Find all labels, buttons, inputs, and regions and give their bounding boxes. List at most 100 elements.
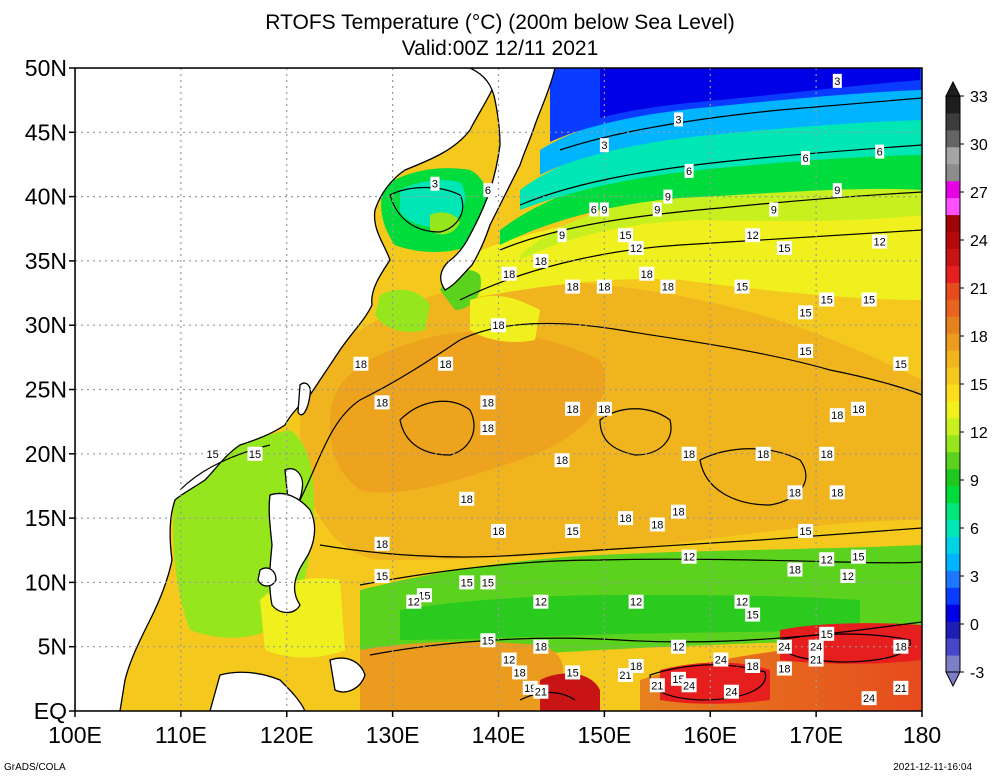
contour-label: 9	[601, 204, 607, 216]
contour-label-bg	[755, 446, 771, 461]
contour-label-bg	[491, 523, 506, 538]
contour-label: 12	[672, 642, 684, 654]
contour-label: 9	[771, 204, 777, 216]
x-tick-label: 150E	[578, 722, 632, 748]
contour-label: 15	[482, 635, 494, 647]
colorbar-label: 3	[970, 569, 979, 586]
colorbar-segment	[946, 468, 960, 487]
contour-label-bg	[808, 639, 824, 654]
footer-timestamp: 2021-12-11-16:04	[893, 762, 972, 773]
contour-label-bg	[554, 453, 570, 468]
colorbar: -3 0 3 6 9 12 15 18 21 24 27 30 33	[945, 80, 988, 688]
contour-label: 18	[598, 404, 610, 416]
contour-label: 3	[432, 179, 438, 191]
colorbar-segment	[946, 96, 960, 114]
y-tick-label: 45N	[25, 119, 67, 145]
contour-label-bg	[533, 684, 549, 699]
contour-label: 18	[630, 661, 642, 673]
contour-label: 18	[461, 494, 473, 506]
contour-label: 18	[535, 642, 547, 654]
contour-label-bg	[565, 523, 581, 538]
contour-label-bg	[406, 594, 422, 609]
contour-label-bg	[663, 189, 673, 204]
contour-label-bg	[533, 253, 549, 268]
x-axis: 100E 110E 120E 130E 140E 150E 160E 170E 180	[48, 711, 941, 748]
contour-label: 18	[482, 397, 494, 409]
contour-label-bg	[599, 202, 609, 217]
colorbar-segment	[946, 265, 960, 283]
contour-label: 15	[895, 359, 907, 371]
y-tick-label: 20N	[25, 441, 67, 467]
x-tick-label: 110E	[155, 722, 207, 748]
contour-label-bg	[480, 633, 496, 648]
contour-label: 15	[821, 629, 833, 641]
contour-label-bg	[374, 395, 390, 410]
contour-label: 15	[461, 577, 473, 589]
contour-label: 12	[874, 237, 886, 249]
contour-label-bg	[745, 658, 761, 673]
colorbar-label: 27	[970, 185, 988, 202]
contour-label-bg	[670, 639, 686, 654]
contour-label-bg	[819, 552, 835, 567]
colorbar-segment	[946, 231, 960, 249]
x-tick-label: 170E	[789, 722, 843, 748]
colorbar-label: 33	[970, 89, 988, 106]
contour-label: 6	[877, 147, 883, 159]
contour-label-bg	[673, 112, 683, 127]
contour-label: 21	[619, 670, 631, 682]
contour-label: 18	[831, 487, 843, 499]
contour-label-bg	[491, 318, 506, 333]
contour-label: 21	[810, 655, 822, 667]
contour-label-bg	[829, 408, 845, 423]
y-axis: EQ 5N 10N 15N 20N 25N 30N 35N 40N 45N 50N	[25, 55, 75, 724]
colorbar-segment	[946, 434, 960, 453]
contour-label: 12	[630, 243, 642, 255]
contour-label-bg	[205, 446, 221, 461]
footer-credit: GrADS/COLA	[4, 762, 66, 773]
colorbar-segment	[946, 417, 960, 436]
contour-label: 15	[249, 449, 261, 461]
x-tick-label: 140E	[472, 722, 526, 748]
colorbar-segment	[946, 536, 960, 554]
contour-label-bg	[787, 562, 803, 577]
contour-label: 18	[492, 320, 504, 332]
contour-label-bg	[829, 485, 845, 500]
contour-label-bg	[798, 343, 814, 358]
contour-label-bg	[798, 523, 814, 538]
contour-label: 19	[524, 683, 536, 695]
contour-label-bg	[819, 446, 835, 461]
contour-label-bg	[589, 202, 599, 217]
contour-label-bg	[734, 279, 750, 294]
colorbar-label: 9	[970, 473, 979, 490]
colorbar-segment	[946, 146, 960, 165]
colorbar-label: 18	[970, 329, 988, 346]
contour-label-bg	[776, 661, 792, 676]
contour-label: 24	[778, 642, 790, 654]
contour-label: 18	[757, 449, 769, 461]
colorbar-segment	[946, 112, 960, 131]
contour-label: 18	[355, 359, 367, 371]
contour-label: 18	[641, 269, 653, 281]
contour-label-bg	[670, 504, 686, 519]
colorbar-label: 6	[970, 521, 979, 538]
contour-label: 18	[535, 256, 547, 268]
contour-label-bg	[618, 228, 634, 243]
contour-label: 12	[821, 554, 833, 566]
contour-label-bg	[798, 305, 814, 320]
contour-label: 15	[852, 552, 864, 564]
contour-label-bg	[628, 241, 644, 256]
y-tick-label: 30N	[25, 312, 67, 338]
contour-label-bg	[776, 639, 792, 654]
contour-label: 12	[535, 597, 547, 609]
contour-label: 12	[683, 552, 695, 564]
contour-label: 18	[831, 410, 843, 422]
colorbar-label: 12	[970, 425, 988, 442]
contour-lines	[179, 97, 922, 701]
colorbar-label: 30	[970, 137, 988, 154]
x-tick-label: 130E	[366, 722, 420, 748]
colorbar-segment	[946, 638, 960, 656]
colorbar-segment	[946, 350, 960, 368]
y-tick-label: 50N	[25, 55, 67, 81]
contour-label-bg	[557, 228, 567, 243]
